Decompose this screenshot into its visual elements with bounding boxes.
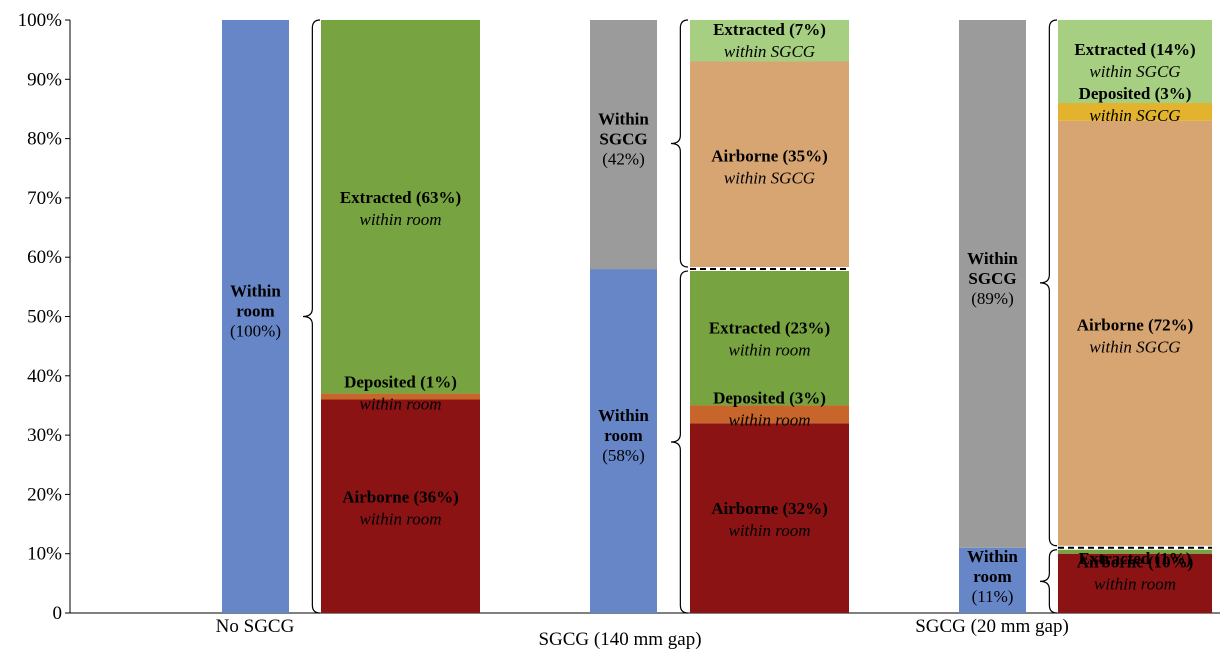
x-category-label: No SGCG [216, 616, 295, 637]
summary-label-line: SGCG [599, 130, 647, 149]
detail-label-extracted-room: Extracted (63%) [340, 188, 461, 207]
detail-label-extracted-room: Extracted (1%) [1079, 549, 1192, 568]
detail-bar-segment-airborne-sgcg [690, 61, 849, 270]
y-tick-label: 0 [53, 603, 63, 624]
detail-bar-segment-deposited-room [321, 393, 480, 400]
summary-label-pct: (58%) [602, 446, 644, 465]
detail-sublabel-extracted-room: within room [728, 340, 810, 359]
brace [670, 19, 689, 268]
brace [1039, 19, 1058, 547]
detail-bar-segment-extracted-room [1058, 547, 1212, 554]
detail-bar-segment-extracted-room [690, 269, 849, 406]
y-tick-label: 90% [27, 69, 62, 90]
summary-bar-segment-within-room [222, 20, 289, 613]
y-tick-label: 100% [18, 10, 63, 31]
detail-sublabel-airborne-room: within room [728, 521, 810, 540]
summary-label-line: Within [598, 406, 649, 425]
detail-label-deposited-room: Deposited (1%) [344, 373, 457, 392]
detail-sublabel-deposited-room: within room [728, 410, 810, 429]
detail-label-extracted-sgcg: Extracted (14%) [1074, 40, 1195, 59]
detail-label-airborne-sgcg: Airborne (35%) [711, 146, 828, 165]
x-category-label: SGCG (140 mm gap) [538, 629, 701, 650]
summary-label-line: room [604, 426, 642, 445]
detail-label-deposited-room: Deposited (3%) [713, 388, 826, 407]
detail-label-airborne-sgcg: Airborne (72%) [1077, 315, 1194, 334]
detail-bar-segment-airborne-room [690, 423, 849, 613]
detail-bar-segment-deposited-room [690, 405, 849, 424]
summary-bar-segment-within-sgcg [590, 20, 657, 270]
detail-label-airborne-room: Airborne (32%) [711, 499, 828, 518]
summary-label-pct: (11%) [972, 587, 1014, 606]
detail-bar-segment-extracted-sgcg [690, 20, 849, 62]
brace [1039, 549, 1058, 614]
detail-bar-segment-airborne-sgcg [1058, 120, 1212, 548]
brace [670, 270, 689, 614]
detail-label-extracted-room: Extracted (23%) [709, 318, 830, 337]
detail-bar-segment-airborne-room [321, 399, 480, 613]
summary-bar-segment-within-room [959, 547, 1026, 613]
detail-bar-segment-extracted-room [321, 20, 480, 394]
y-tick-label: 20% [27, 484, 62, 505]
y-tick-label: 30% [27, 425, 62, 446]
summary-label-pct: (42%) [602, 150, 644, 169]
detail-sublabel-extracted-sgcg: within SGCG [1089, 62, 1180, 81]
summary-label-line: Within [967, 249, 1018, 268]
y-tick-label: 50% [27, 307, 62, 328]
y-tick-label: 10% [27, 544, 62, 565]
detail-sublabel-deposited-sgcg: within SGCG [1089, 106, 1180, 125]
x-category-label: SGCG (20 mm gap) [915, 616, 1069, 637]
y-tick-label: 80% [27, 129, 62, 150]
summary-bar-segment-within-room [590, 269, 657, 613]
detail-bar-segment-deposited-sgcg [1058, 103, 1212, 121]
detail-sublabel-deposited-room: within room [359, 395, 441, 414]
summary-bar-segment-within-sgcg [959, 20, 1026, 548]
summary-label-pct: (89%) [971, 289, 1013, 308]
detail-label-airborne-room: Airborne (36%) [342, 487, 459, 506]
y-tick-label: 70% [27, 188, 62, 209]
detail-sublabel-extracted-sgcg: within SGCG [724, 42, 815, 61]
summary-label-line: Within [967, 547, 1018, 566]
summary-label-line: room [973, 567, 1011, 586]
detail-label-extracted-sgcg: Extracted (7%) [713, 20, 826, 39]
detail-label-deposited-sgcg: Deposited (3%) [1079, 84, 1192, 103]
detail-bar-segment-airborne-room [1058, 553, 1212, 613]
summary-label-line: SGCG [968, 269, 1016, 288]
detail-sublabel-extracted-room: within room [359, 210, 441, 229]
detail-label-airborne-room: Airborne (10%) [1077, 553, 1194, 572]
detail-sublabel-airborne-sgcg: within SGCG [1089, 337, 1180, 356]
summary-label-line: Within [598, 110, 649, 129]
detail-sublabel-airborne-room: within room [359, 509, 441, 528]
detail-sublabel-airborne-room: within room [1094, 575, 1176, 594]
detail-sublabel-airborne-sgcg: within SGCG [724, 168, 815, 187]
brace [302, 19, 321, 614]
y-tick-label: 40% [27, 366, 62, 387]
summary-label-line: Within [230, 282, 281, 301]
summary-label-line: room [236, 302, 274, 321]
detail-bar-segment-extracted-sgcg [1058, 20, 1212, 104]
y-tick-label: 60% [27, 247, 62, 268]
summary-label-pct: (100%) [230, 322, 281, 341]
